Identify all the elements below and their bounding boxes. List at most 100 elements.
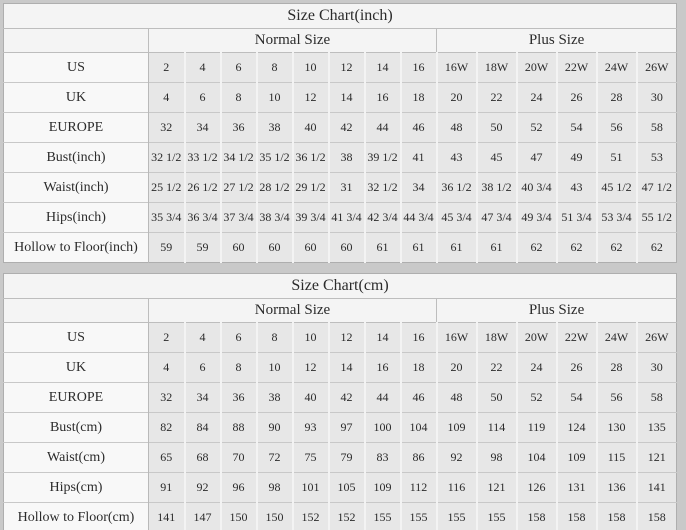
size-value-cell: 119 — [515, 412, 557, 443]
size-value-cell: 109 — [435, 412, 477, 443]
size-value-cell: 98 — [475, 442, 517, 473]
size-value-cell: 55 1/2 — [635, 202, 677, 233]
size-value-cell: 16W — [435, 322, 477, 353]
size-value-cell: 112 — [399, 472, 437, 503]
size-value-cell: 4 — [148, 352, 185, 383]
size-value-cell: 53 3/4 — [595, 202, 637, 233]
size-value-cell: 152 — [327, 502, 365, 530]
size-value-cell: 8 — [219, 352, 257, 383]
size-value-cell: 8 — [255, 322, 293, 353]
size-value-cell: 68 — [183, 442, 221, 473]
size-value-cell: 100 — [363, 412, 401, 443]
size-table-row: EUROPE 32 34 36 38 40 42 44 46 48 50 52 54 56 58 — [3, 112, 677, 143]
size-value-cell: 34 1/2 — [219, 142, 257, 173]
size-value-cell: 104 — [399, 412, 437, 443]
row-label: US — [3, 322, 149, 353]
size-value-cell: 150 — [219, 502, 257, 530]
size-value-cell: 43 — [555, 172, 597, 203]
size-value-cell: 155 — [475, 502, 517, 530]
size-value-cell: 41 — [399, 142, 437, 173]
size-value-cell: 141 — [148, 502, 185, 530]
row-label: Bust(inch) — [3, 142, 149, 173]
size-value-cell: 93 — [291, 412, 329, 443]
size-table-row: Bust(cm) 82 84 88 90 93 97 100 104 109 114 119 124 13… — [3, 412, 677, 443]
size-value-cell: 91 — [148, 472, 185, 503]
size-value-cell: 24W — [595, 52, 637, 83]
size-value-cell: 35 3/4 — [148, 202, 185, 233]
size-value-cell: 36 — [219, 382, 257, 413]
size-value-cell: 58 — [635, 382, 677, 413]
size-value-cell: 16 — [363, 352, 401, 383]
size-value-cell: 52 — [515, 112, 557, 143]
size-value-cell: 97 — [327, 412, 365, 443]
size-value-cell: 141 — [635, 472, 677, 503]
row-label: Hips(inch) — [3, 202, 149, 233]
size-value-cell: 49 3/4 — [515, 202, 557, 233]
size-value-cell: 40 — [291, 382, 329, 413]
size-value-cell: 47 — [515, 142, 557, 173]
size-value-cell: 48 — [435, 112, 477, 143]
size-value-cell: 38 3/4 — [255, 202, 293, 233]
size-table-row: Bust(inch) 32 1/2 33 1/2 34 1/2 35 1/2 36 1/2… — [3, 142, 677, 173]
size-value-cell: 28 1/2 — [255, 172, 293, 203]
size-value-cell: 54 — [555, 382, 597, 413]
size-value-cell: 53 — [635, 142, 677, 173]
size-value-cell: 49 — [555, 142, 597, 173]
size-value-cell: 20 — [435, 352, 477, 383]
size-value-cell: 6 — [183, 352, 221, 383]
size-value-cell: 109 — [555, 442, 597, 473]
size-value-cell: 121 — [475, 472, 517, 503]
row-label: Hollow to Floor(inch) — [3, 232, 149, 263]
size-value-cell: 20W — [515, 322, 557, 353]
size-value-cell: 6 — [219, 52, 257, 83]
size-value-cell: 26 1/2 — [183, 172, 221, 203]
size-value-cell: 155 — [435, 502, 477, 530]
size-value-cell: 8 — [255, 52, 293, 83]
size-value-cell: 92 — [183, 472, 221, 503]
size-table-row: US 2 4 6 8 10 12 14 16 16W 18W 20W 22W 24W 26W — [3, 52, 677, 83]
size-value-cell: 42 — [327, 112, 365, 143]
size-value-cell: 48 — [435, 382, 477, 413]
size-table-row: Hips(inch) 35 3/4 36 3/4 37 3/4 38 3/4 39 3/4… — [3, 202, 677, 233]
size-value-cell: 47 3/4 — [475, 202, 517, 233]
size-value-cell: 16W — [435, 52, 477, 83]
size-value-cell: 30 — [635, 82, 677, 113]
size-value-cell: 14 — [327, 82, 365, 113]
size-value-cell: 12 — [291, 352, 329, 383]
section-spacer — [3, 298, 149, 323]
size-value-cell: 88 — [219, 412, 257, 443]
size-value-cell: 65 — [148, 442, 185, 473]
size-value-cell: 37 3/4 — [219, 202, 257, 233]
size-value-cell: 10 — [255, 82, 293, 113]
size-value-cell: 82 — [148, 412, 185, 443]
size-value-cell: 22 — [475, 352, 517, 383]
size-value-cell: 59 — [183, 232, 221, 263]
size-value-cell: 12 — [327, 52, 365, 83]
size-value-cell: 46 — [399, 382, 437, 413]
size-value-cell: 51 3/4 — [555, 202, 597, 233]
size-value-cell: 4 — [183, 52, 221, 83]
size-value-cell: 61 — [435, 232, 477, 263]
size-value-cell: 34 — [399, 172, 437, 203]
size-value-cell: 18 — [399, 82, 437, 113]
row-label: EUROPE — [3, 382, 149, 413]
size-value-cell: 40 — [291, 112, 329, 143]
section-header-normal-size: Normal Size — [148, 298, 437, 323]
size-value-cell: 14 — [327, 352, 365, 383]
size-value-cell: 18W — [475, 322, 517, 353]
size-value-cell: 42 — [327, 382, 365, 413]
size-value-cell: 92 — [435, 442, 477, 473]
size-value-cell: 25 1/2 — [148, 172, 185, 203]
size-value-cell: 28 — [595, 82, 637, 113]
size-value-cell: 131 — [555, 472, 597, 503]
size-value-cell: 29 1/2 — [291, 172, 329, 203]
size-value-cell: 41 3/4 — [327, 202, 365, 233]
size-value-cell: 121 — [635, 442, 677, 473]
size-value-cell: 10 — [255, 352, 293, 383]
size-value-cell: 50 — [475, 382, 517, 413]
size-value-cell: 61 — [475, 232, 517, 263]
size-value-cell: 6 — [219, 322, 257, 353]
size-value-cell: 4 — [148, 82, 185, 113]
size-value-cell: 114 — [475, 412, 517, 443]
size-value-cell: 40 3/4 — [515, 172, 557, 203]
